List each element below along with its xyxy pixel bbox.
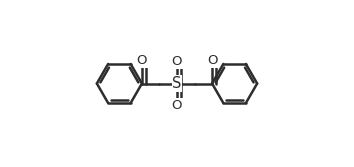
Text: O: O: [172, 99, 182, 112]
Text: O: O: [137, 54, 147, 67]
Text: O: O: [172, 55, 182, 68]
Text: S: S: [172, 76, 182, 91]
Text: O: O: [207, 54, 217, 67]
